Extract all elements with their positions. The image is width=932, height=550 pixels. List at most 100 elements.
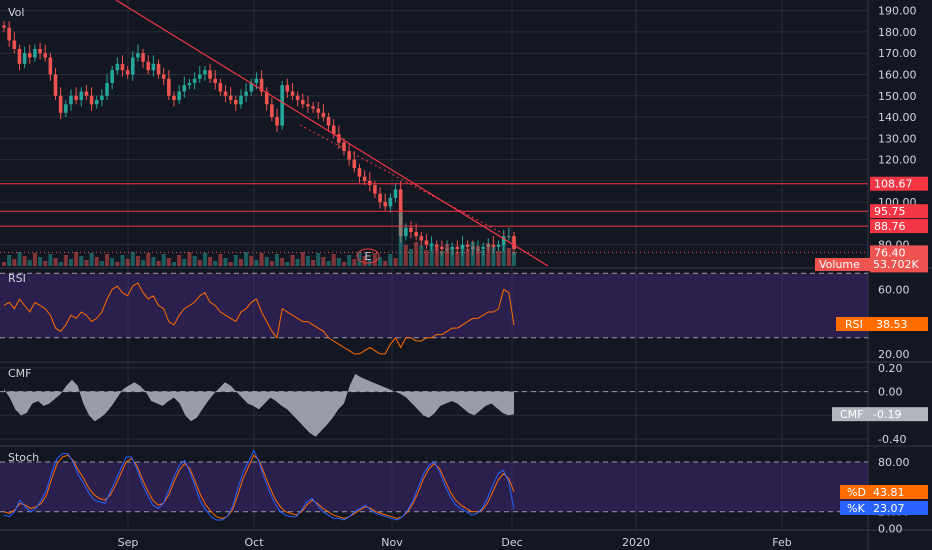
level-price-tag-bg <box>870 176 928 191</box>
volume-bar <box>362 256 367 266</box>
cmf-last-value: -0.19 <box>873 408 901 421</box>
candle-body <box>404 227 408 237</box>
last-price-tag-bg <box>870 245 928 260</box>
x-tick-label: Sep <box>118 536 139 549</box>
volume-bar <box>429 243 434 266</box>
volume-bar <box>172 262 176 266</box>
volume-bar <box>259 253 264 266</box>
candle-body <box>130 57 135 75</box>
volume-bar <box>130 252 135 266</box>
volume-bar <box>120 255 125 266</box>
candle-body <box>352 159 357 169</box>
candle-body <box>17 48 22 64</box>
volume-bar <box>264 257 269 266</box>
candle-body <box>373 185 377 194</box>
volume-bar <box>342 262 346 266</box>
volume-bar <box>115 262 120 266</box>
volume-bar <box>408 249 413 266</box>
volume-bar <box>74 252 79 266</box>
rsi-pane-label: RSI <box>8 272 26 285</box>
candle-body <box>141 53 145 62</box>
candle-body <box>234 100 238 105</box>
volume-bar <box>43 261 48 266</box>
stoch-pane-label: Stoch <box>8 451 40 464</box>
candle-body <box>120 63 125 71</box>
candle-body <box>192 78 197 83</box>
level-price-tag: 95.75 <box>874 205 906 218</box>
trendline <box>115 0 549 267</box>
volume-bar <box>27 260 32 266</box>
stoch-last-value: 23.07 <box>873 502 905 515</box>
volume-bar <box>141 260 146 266</box>
volume-bar <box>58 262 63 266</box>
volume-bar <box>398 212 403 266</box>
candle-body <box>264 91 269 105</box>
candle-body <box>105 82 109 96</box>
volume-bar <box>53 258 58 266</box>
x-tick-label: Feb <box>772 536 791 549</box>
candle-body <box>197 74 202 79</box>
rsi-tick-label: 20.00 <box>878 348 910 361</box>
candle-body <box>378 193 382 203</box>
volume-bar <box>22 256 27 266</box>
cmf-series-name: CMF <box>840 408 864 421</box>
candle-body <box>275 117 279 126</box>
candle-body <box>58 95 63 113</box>
price-tick-label: 150.00 <box>878 90 917 103</box>
volume-bar <box>233 255 238 266</box>
candle-body <box>239 95 243 105</box>
volume-bar <box>7 255 12 266</box>
volume-bar <box>238 259 243 266</box>
volume-bar <box>244 252 249 266</box>
candle-body <box>2 25 6 28</box>
volume-bar <box>455 252 460 266</box>
cmf-area <box>4 373 514 437</box>
candle-body <box>316 108 321 113</box>
candle-body <box>311 106 315 109</box>
volume-bar <box>63 255 68 266</box>
stoch-series-name: %K <box>847 502 865 515</box>
x-tick-label: Nov <box>381 536 403 549</box>
candle-body <box>465 244 470 247</box>
price-tick-label: 120.00 <box>878 154 917 167</box>
candle-body <box>125 70 130 75</box>
volume-bar <box>378 257 383 266</box>
candle-body <box>331 125 336 135</box>
candle-body <box>491 244 496 247</box>
volume-bar <box>383 261 388 266</box>
candle-body <box>27 53 32 58</box>
candle-body <box>295 95 300 101</box>
candle-body <box>347 151 351 160</box>
volume-bar <box>445 244 450 266</box>
volume-bar <box>450 248 455 266</box>
volume-bar <box>403 245 408 266</box>
volume-bar <box>460 245 465 266</box>
candle-body <box>285 85 290 92</box>
rsi-series-name: RSI <box>845 318 863 331</box>
volume-bar <box>393 258 398 266</box>
stoch-line-d <box>3 454 515 519</box>
candle-body <box>33 48 37 58</box>
x-tick-label: 2020 <box>622 536 650 549</box>
stoch-tag-bg <box>840 501 928 515</box>
rsi-band <box>0 273 868 338</box>
candle-body <box>481 246 485 249</box>
volume-bar <box>470 242 475 266</box>
volume-bar <box>311 260 316 266</box>
candle-body <box>455 246 460 249</box>
volume-bar <box>156 261 161 266</box>
stoch-line-k <box>3 449 515 521</box>
earnings-marker-label: E <box>365 250 372 263</box>
earnings-marker-icon <box>356 248 380 264</box>
volume-bar <box>512 252 516 266</box>
cmf-value-tag-bg <box>832 407 928 422</box>
volume-bar <box>439 251 444 266</box>
volume-bar <box>347 255 352 266</box>
volume-bar <box>151 257 156 266</box>
x-tick-label: Oct <box>244 536 264 549</box>
stoch-tag-bg <box>840 485 928 499</box>
volume-bar <box>269 261 274 266</box>
candle-body <box>53 74 58 96</box>
candle-body <box>177 91 181 101</box>
